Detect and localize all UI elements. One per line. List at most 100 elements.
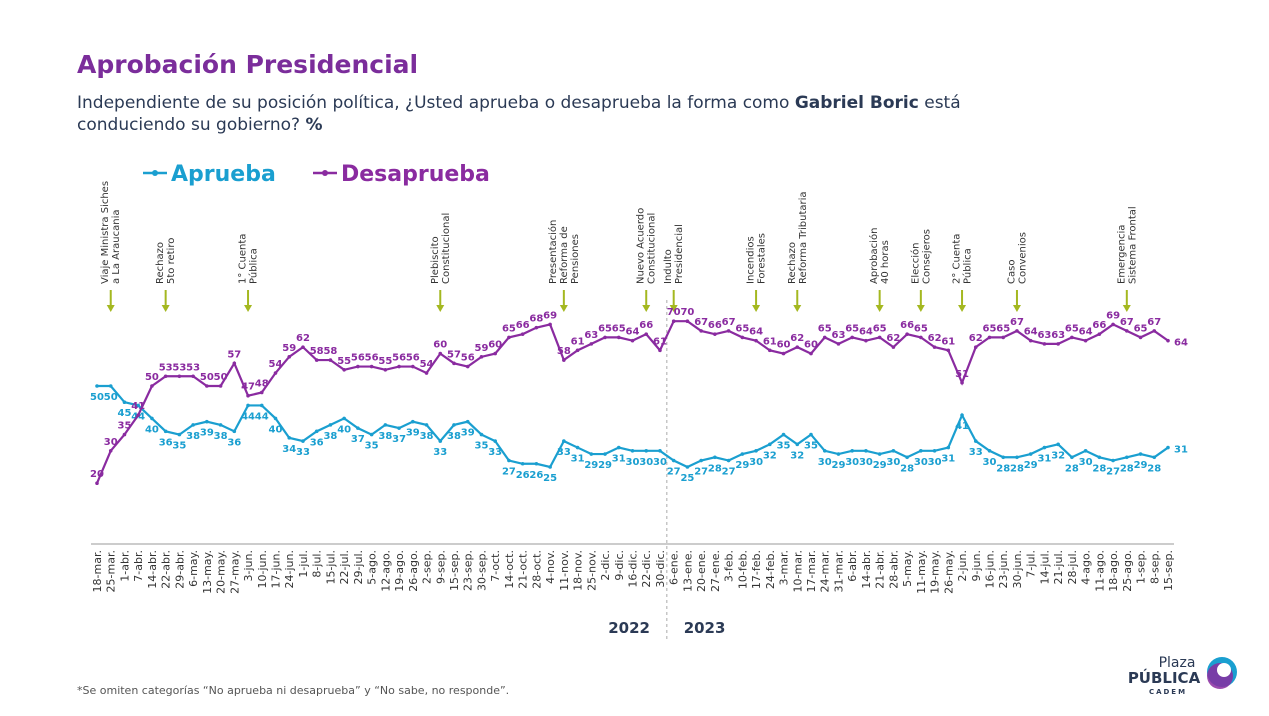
series-marker [356, 364, 360, 369]
series-marker [905, 332, 909, 336]
data-label: 30 [749, 457, 763, 468]
series-marker [520, 332, 525, 336]
data-label: 58 [310, 346, 324, 357]
series-marker [658, 348, 662, 353]
series-marker [397, 364, 401, 369]
annotation-arrowhead [161, 305, 170, 312]
year-label: 2022 [608, 619, 650, 637]
series-marker [397, 426, 401, 430]
series-marker [95, 384, 99, 388]
annotation-text: Pública [248, 248, 260, 284]
data-label: 70 [680, 307, 694, 318]
series-marker [699, 458, 703, 463]
data-label: 56 [392, 353, 406, 364]
data-label: 69 [1106, 310, 1120, 321]
data-label: 32 [763, 450, 777, 461]
annotation-arrowhead [436, 305, 445, 312]
data-label: 65 [983, 323, 997, 334]
x-tick-label: 14-abr. [146, 550, 159, 589]
x-tick-label: 12-ago. [379, 550, 392, 592]
series-marker [1125, 329, 1129, 333]
annotation-text: Reforma Tributaria [798, 191, 809, 284]
series-marker [1056, 342, 1060, 346]
x-tick-label: 14-jul. [1038, 550, 1051, 585]
annotation-arrowhead [669, 305, 678, 312]
subtitle-part: % [305, 115, 322, 135]
data-label: 25 [680, 473, 694, 484]
x-tick-label: 23-sep. [462, 550, 475, 591]
x-tick-label: 7-abr. [132, 550, 145, 582]
series-marker [891, 345, 896, 349]
data-label: 70 [667, 307, 681, 318]
x-tick-label: 9-jun. [970, 550, 983, 581]
subtitle-part: conduciendo su gobierno? [77, 115, 305, 135]
x-tick-label: 27-ene. [709, 550, 722, 592]
series-marker [507, 458, 511, 463]
data-label: 36 [310, 437, 324, 448]
series-marker [768, 348, 772, 353]
data-label: 66 [900, 320, 914, 331]
x-tick-label: 26-ago. [407, 550, 420, 592]
x-tick-label: 6-ene. [668, 550, 681, 585]
series-marker [616, 445, 621, 450]
x-tick-label: 5-ago. [366, 550, 379, 585]
data-label: 65 [914, 323, 928, 334]
series-marker [259, 403, 264, 408]
data-label: 36 [227, 437, 241, 448]
data-label: 64 [1079, 327, 1093, 338]
x-tick-label: 11-ago. [1093, 550, 1106, 592]
series-marker [1070, 335, 1074, 340]
series-marker [301, 345, 305, 349]
series-marker [548, 465, 552, 469]
series-marker [919, 335, 923, 340]
data-label: 65 [1065, 323, 1079, 334]
series-marker [163, 429, 168, 434]
x-tick-label: 8-jul. [311, 550, 324, 578]
series-marker [562, 358, 566, 362]
series-marker [1015, 329, 1019, 333]
series-marker [356, 426, 360, 430]
data-label: 31 [1037, 454, 1051, 465]
series-marker [163, 374, 168, 379]
series-marker [809, 351, 813, 356]
x-tick-label: 9-dic. [613, 550, 626, 581]
data-label: 65 [996, 323, 1010, 334]
data-label: 29 [584, 460, 598, 471]
series-marker [452, 423, 456, 427]
series-marker [781, 351, 786, 356]
x-tick-label: 1-abr. [118, 550, 131, 582]
x-tick-label: 30-dic. [654, 550, 667, 588]
series-marker [616, 335, 621, 340]
annotation-text: Consejeros [921, 229, 932, 284]
x-tick-label: 27-may. [228, 550, 241, 594]
annotation-text: Reforma de [559, 226, 570, 284]
series-marker [589, 342, 594, 346]
data-label: 65 [818, 323, 832, 334]
data-label: 50 [104, 392, 118, 403]
x-tick-label: 16-dic. [627, 550, 640, 588]
data-label: 30 [914, 457, 928, 468]
data-label: 33 [296, 447, 310, 458]
data-label: 37 [392, 434, 406, 445]
annotation-arrowhead [916, 305, 925, 312]
series-marker [973, 439, 978, 443]
data-label: 65 [598, 323, 612, 334]
series-marker [836, 342, 841, 346]
x-tick-label: 25-ago. [1121, 550, 1134, 592]
series-marker [575, 445, 580, 450]
series-marker [877, 452, 882, 456]
data-label: 64 [749, 327, 763, 338]
series-marker [822, 449, 827, 453]
data-label: 29 [832, 460, 846, 471]
x-tick-label: 10-feb. [736, 550, 749, 589]
data-label: 30 [928, 457, 942, 468]
legend-marker [322, 170, 328, 176]
x-tick-label: 5-may. [901, 550, 914, 587]
series-marker [1083, 449, 1088, 453]
logo-text: CADEM [1149, 688, 1187, 696]
series-marker [836, 452, 841, 456]
series-marker [287, 355, 292, 359]
series-marker [108, 449, 113, 453]
series-marker [548, 322, 552, 327]
x-tick-label: 22-dic. [640, 550, 653, 588]
